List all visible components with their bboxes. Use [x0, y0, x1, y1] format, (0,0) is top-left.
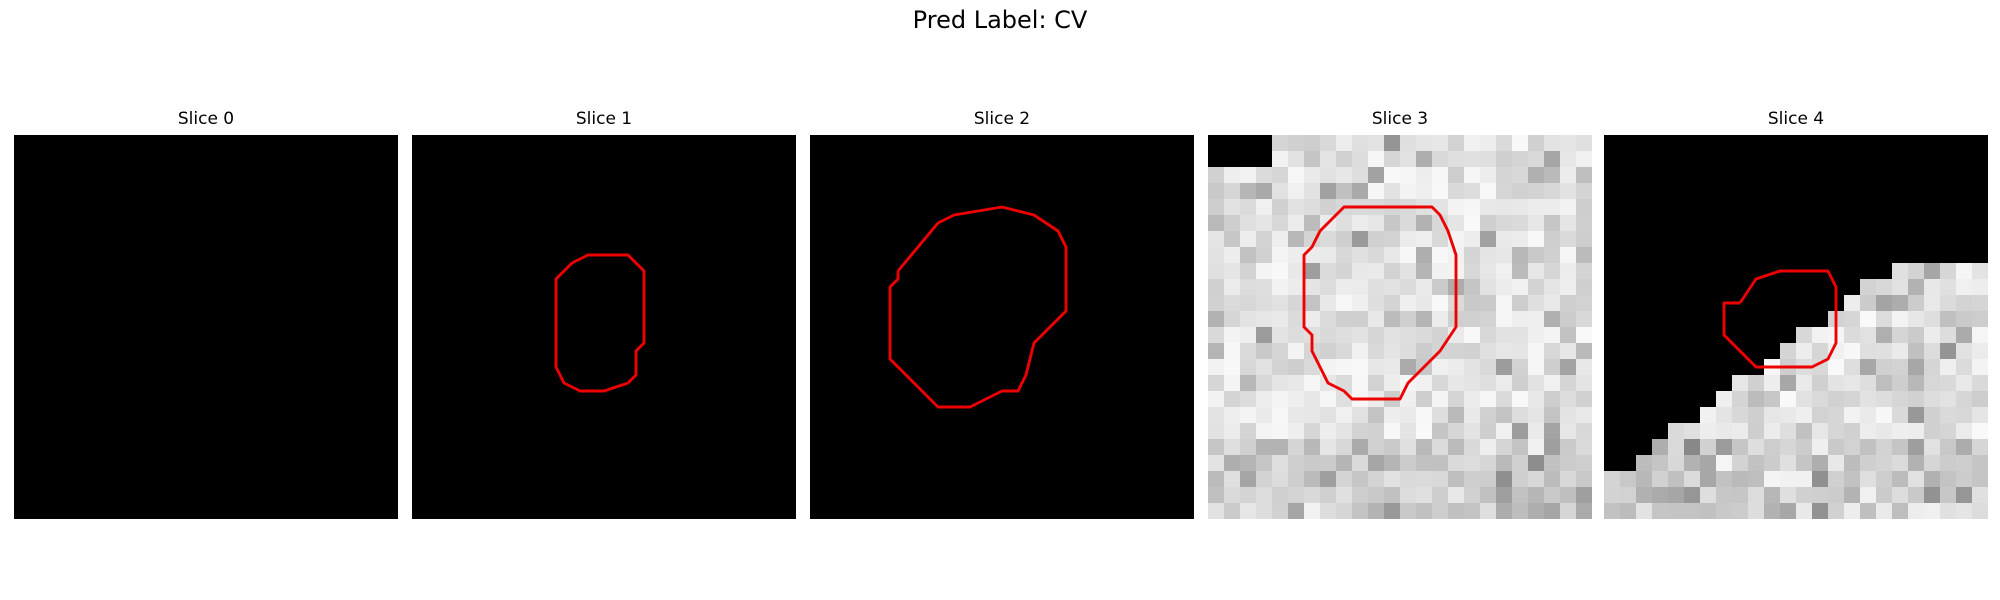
slice-image-0-pixels [14, 135, 398, 519]
slice-image-4 [1604, 135, 1988, 519]
slice-image-2-pixels [810, 135, 1194, 519]
slice-image-0 [14, 135, 398, 519]
slice-title-4: Slice 4 [1767, 109, 1825, 129]
slice-contour-4 [1722, 269, 1838, 369]
slice-image-2 [810, 135, 1194, 519]
slice-contour-3 [1302, 205, 1458, 401]
slice-panel-0: Slice 0 [14, 108, 398, 520]
slice-image-1 [412, 135, 796, 519]
slice-contour-0 [14, 135, 398, 519]
slice-image-3-pixels [1208, 135, 1592, 519]
slice-title-2: Slice 2 [973, 109, 1031, 129]
slice-panel-2: Slice 2 [810, 108, 1194, 520]
slice-image-3 [1208, 135, 1592, 519]
slice-contour-1 [554, 253, 646, 393]
slice-title-1: Slice 1 [575, 109, 633, 129]
slice-title-0: Slice 0 [177, 109, 235, 129]
slice-panel-3: Slice 3 [1208, 108, 1592, 520]
slice-panel-4: Slice 4 [1604, 108, 1988, 520]
slice-title-3: Slice 3 [1371, 109, 1429, 129]
figure-title: Pred Label: CV [912, 6, 1088, 34]
slice-contour-2 [888, 205, 1068, 409]
slice-image-1-pixels [412, 135, 796, 519]
slice-image-4-pixels [1604, 135, 1988, 519]
slice-panel-1: Slice 1 [412, 108, 796, 520]
